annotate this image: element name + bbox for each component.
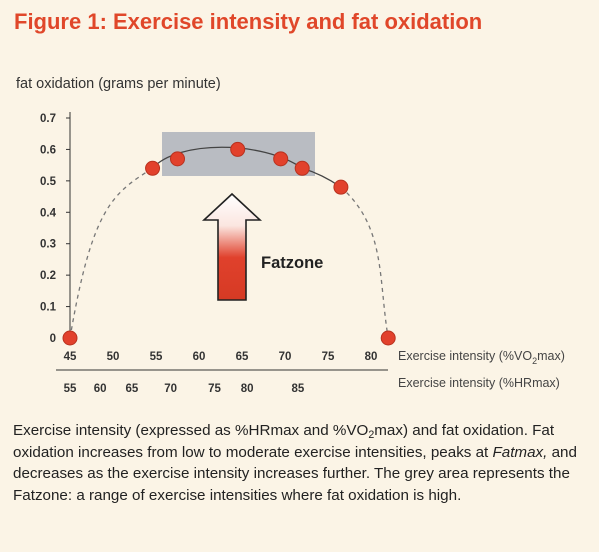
y-tick-label: 0.7 (40, 113, 56, 125)
y-tick-label: 0.6 (40, 144, 56, 156)
x-tick-label: 70 (279, 351, 292, 363)
x2-tick-label: 65 (126, 383, 139, 395)
x-tick-label: 80 (365, 351, 378, 363)
data-point (230, 141, 246, 157)
caption-part-2: max) and fat oxidation. Fat oxidation in… (13, 422, 555, 461)
x2-tick-label: 80 (241, 383, 254, 395)
x2-tick-label: 70 (164, 383, 177, 395)
y-tick-label: 0 (50, 333, 56, 345)
data-point (170, 151, 185, 167)
data-point (333, 179, 349, 195)
data-point (294, 160, 310, 176)
up-arrow-icon (201, 192, 263, 301)
figure-title: Figure 1: Exercise intensity and fat oxi… (14, 9, 483, 34)
y-tick-label: 0.5 (40, 176, 57, 188)
caption-subscript: 2 (368, 429, 375, 442)
curve-falling-dashed (340, 186, 389, 339)
caption-part-1: Exercise intensity (expressed as %HRmax … (13, 422, 369, 439)
x2-tick-label: 60 (94, 383, 107, 395)
data-point (380, 330, 396, 346)
fatzone-label: Fatzone (261, 254, 323, 272)
x2-tick-label: 75 (208, 383, 221, 395)
caption-part-3: and decreases as the exercise intensity … (13, 443, 577, 504)
y-tick-label: 0.4 (40, 207, 57, 219)
fat-oxidation-chart: 0 0.1 0.2 0.3 0.4 0.5 0.6 0.7 45 50 55 60 65 70 75 80 Ex… (40, 112, 565, 395)
x-tick-label: 60 (193, 351, 206, 363)
x-tick-label: 50 (107, 351, 120, 363)
data-point (273, 151, 289, 167)
y-tick-label: 0.3 (40, 239, 56, 251)
x-axis-label: Exercise intensity (%VO2max) (398, 349, 565, 366)
x-tick-label: 65 (236, 351, 249, 363)
x-tick-label: 45 (64, 351, 77, 363)
data-point (145, 160, 161, 176)
figure-caption: Exercise intensity (expressed as %HRmax … (13, 420, 583, 506)
x2-tick-label: 55 (64, 383, 77, 395)
x-tick-label: 55 (150, 351, 163, 363)
y-axis-label: fat oxidation (grams per minute) (16, 76, 221, 92)
x2-axis-label: Exercise intensity (%HRmax) (398, 376, 560, 390)
caption-fatmax: Fatmax, (492, 443, 548, 461)
curve-rising-dashed (69, 167, 153, 339)
y-tick-label: 0.1 (40, 302, 57, 314)
x-tick-label: 75 (322, 351, 335, 363)
y-tick-label: 0.2 (40, 270, 56, 282)
x2-tick-label: 85 (292, 383, 305, 395)
data-point (62, 330, 78, 346)
